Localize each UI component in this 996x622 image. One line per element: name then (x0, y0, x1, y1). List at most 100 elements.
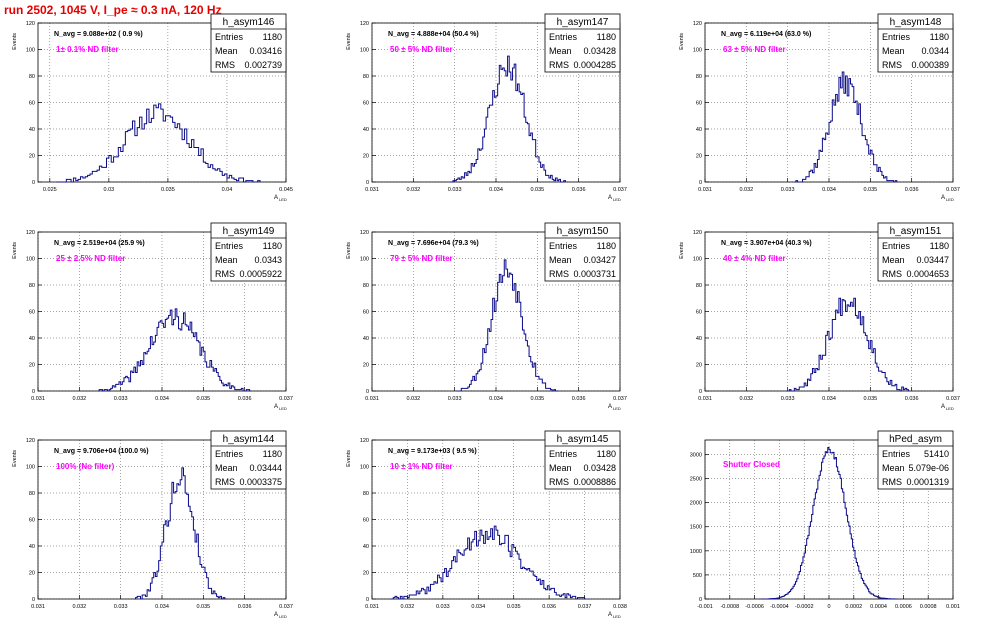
x-tick-label: 0.034 (489, 187, 503, 193)
x-tick-label: 0.031 (31, 604, 45, 610)
x-tick-label: 0.031 (698, 187, 712, 193)
y-tick-label: 40 (363, 127, 369, 133)
stats-label: Entries (882, 241, 911, 251)
stats-box (877, 13, 954, 73)
x-axis-label-subscript: LED (279, 406, 287, 411)
stats-label: Mean (215, 255, 238, 265)
y-tick-label: 0 (32, 180, 35, 186)
y-tick-label: 120 (693, 21, 702, 27)
histogram-name: h_asym149 (223, 226, 275, 237)
histogram-name: h_asym145 (557, 434, 609, 445)
x-axis-label: ALED (274, 195, 287, 202)
y-tick-label: 2000 (690, 501, 702, 507)
y-axis-label: Events (679, 242, 685, 259)
y-tick-label: 100 (26, 257, 35, 263)
stats-value: 0.002739 (244, 60, 282, 70)
histogram-line (786, 297, 911, 392)
x-tick-label: 0.032 (72, 604, 86, 610)
stats-value: 1180 (597, 32, 616, 42)
stats-label: RMS (215, 269, 235, 279)
histogram-line (133, 467, 227, 600)
filter-note: Shutter Closed (723, 460, 780, 469)
x-tick-label: 0.037 (578, 604, 592, 610)
stats-value: 0.0001319 (906, 477, 949, 487)
x-tick-label: 0.036 (572, 187, 586, 193)
stats-label: Entries (882, 449, 911, 459)
stats-label: Mean (882, 463, 905, 473)
navg-label: N_avg = 3.907e+04 (40.3 %) (721, 240, 812, 247)
histogram-line (760, 447, 899, 600)
navg-label: N_avg = 9.173e+03 ( 9.5 %) (388, 448, 477, 455)
x-tick-label: 0.031 (365, 396, 379, 402)
y-tick-label: 80 (363, 491, 369, 497)
y-tick-label: 20 (29, 154, 35, 160)
stats-value: 1180 (263, 32, 282, 42)
y-tick-label: 80 (29, 283, 35, 289)
y-axis-label: Events (346, 450, 352, 467)
stats-box (544, 13, 621, 73)
y-tick-label: 0 (366, 389, 369, 395)
x-tick-label: 0.036 (238, 396, 252, 402)
x-tick-label: 0.036 (905, 396, 919, 402)
filter-note: 50 ± 5% ND filter (390, 45, 453, 54)
x-tick-label: 0.035 (196, 396, 210, 402)
y-tick-label: 120 (360, 21, 369, 27)
y-tick-label: 0 (699, 597, 702, 603)
histogram-panel: 0.031 0.032 0.033 0.034 0.035 0.036 0.037 0 20 40… (346, 13, 627, 202)
y-tick-label: 60 (363, 310, 369, 316)
histogram-panel: 0.031 0.032 0.033 0.034 0.035 0.036 0.037 0 20 40… (346, 222, 627, 411)
y-tick-label: 40 (696, 127, 702, 133)
y-tick-label: 2500 (690, 477, 702, 483)
y-tick-label: 60 (696, 310, 702, 316)
y-tick-label: 0 (366, 180, 369, 186)
x-tick-label: 0.032 (401, 604, 415, 610)
x-axis-label-subscript: LED (279, 197, 287, 202)
x-tick-label: 0.037 (613, 396, 627, 402)
histogram-panel: 0.025 0.03 0.035 0.04 0.045 0 20 40 60 80 100 120 Ev… (12, 13, 293, 202)
stats-value: 51410 (924, 449, 949, 459)
stats-label: RMS (215, 477, 235, 487)
stats-label: Mean (549, 255, 572, 265)
y-tick-label: 60 (363, 518, 369, 524)
histogram-line (456, 259, 559, 392)
x-tick-label: 0.031 (365, 604, 379, 610)
x-tick-label: 0.035 (161, 187, 175, 193)
y-tick-label: 120 (26, 21, 35, 27)
y-tick-label: 100 (693, 257, 702, 263)
y-axis-label: Events (679, 33, 685, 50)
histogram-panel: 0.031 0.032 0.033 0.034 0.035 0.036 0.037 0 20 40… (12, 430, 293, 619)
x-tick-label: 0.032 (72, 396, 86, 402)
stats-value: 0.03428 (583, 463, 616, 473)
x-axis-label: ALED (608, 404, 621, 411)
stats-label: Entries (549, 449, 578, 459)
histogram-line (389, 525, 587, 600)
stats-value: 5.079e-06 (908, 463, 949, 473)
x-tick-label: 0.037 (613, 187, 627, 193)
stats-value: 1180 (930, 32, 949, 42)
stats-label: Mean (882, 255, 905, 265)
stats-label: Entries (882, 32, 911, 42)
x-tick-label: 0.033 (781, 396, 795, 402)
histogram-name: h_asym146 (223, 17, 275, 28)
x-tick-label: 0.034 (822, 187, 836, 193)
x-tick-label: 0.036 (542, 604, 556, 610)
stats-value: 1180 (263, 449, 282, 459)
histogram-line (56, 103, 261, 183)
x-tick-label: 0.032 (739, 187, 753, 193)
y-tick-label: 0 (32, 597, 35, 603)
y-tick-label: 80 (363, 283, 369, 289)
y-tick-label: 20 (363, 154, 369, 160)
y-axis-label: Events (12, 450, 18, 467)
y-axis-label: Events (12, 242, 18, 259)
y-tick-label: 40 (29, 127, 35, 133)
histogram-panel: 0.031 0.032 0.033 0.034 0.035 0.036 0.037 0 20 40… (12, 222, 293, 411)
stats-label: RMS (882, 60, 902, 70)
x-tick-label: 0.031 (31, 396, 45, 402)
x-axis-label: ALED (941, 195, 954, 202)
x-axis-label-subscript: LED (279, 614, 287, 619)
y-tick-label: 40 (363, 336, 369, 342)
x-axis-label: ALED (608, 195, 621, 202)
navg-label: N_avg = 7.696e+04 (79.3 %) (388, 240, 479, 247)
stats-value: 1180 (597, 449, 616, 459)
x-tick-label: 0.037 (946, 396, 960, 402)
